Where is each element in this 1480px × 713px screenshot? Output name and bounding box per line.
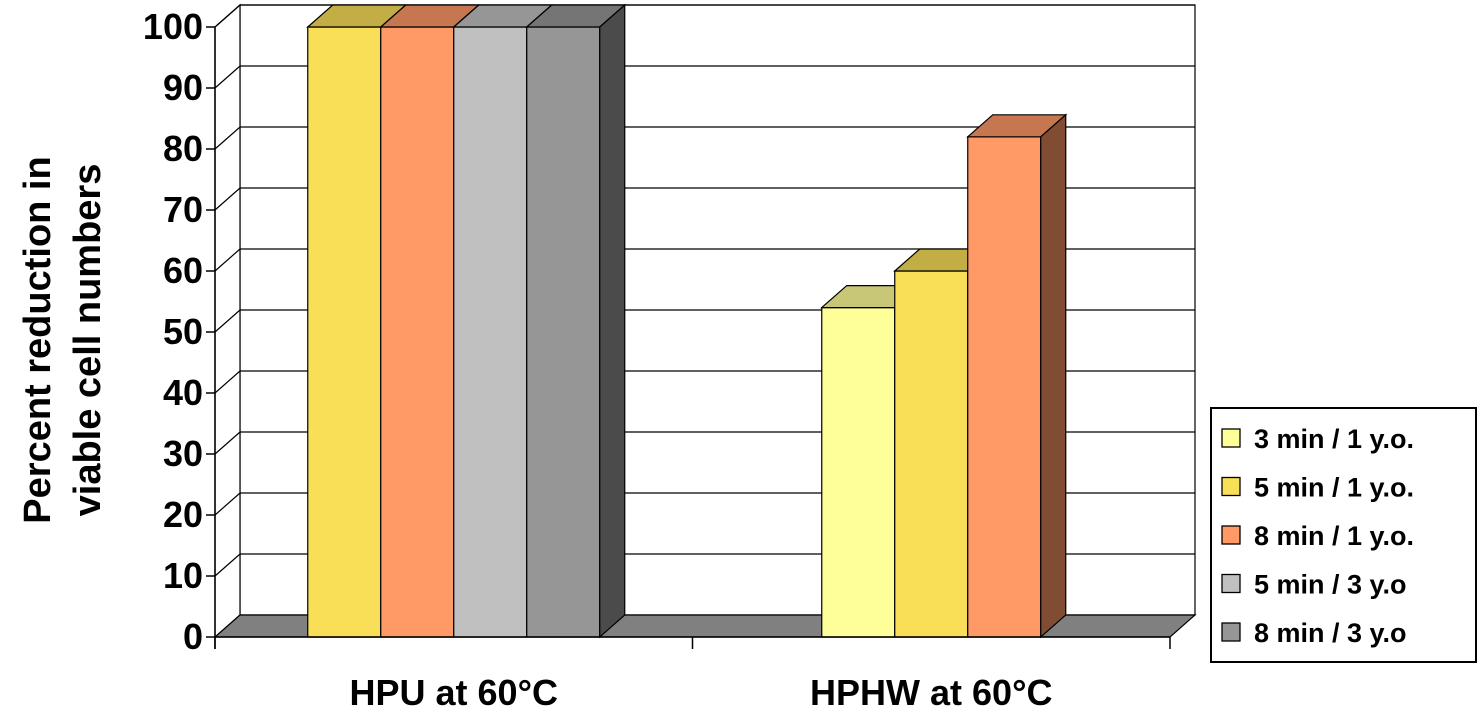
x-category-label: HPHW at 60°C [810, 672, 1052, 713]
legend-box [1210, 407, 1477, 663]
y-tick-label: 10 [163, 555, 203, 596]
y-tick-label: 40 [163, 372, 203, 413]
y-tick-label: 70 [163, 189, 203, 230]
legend-swatch [1221, 476, 1241, 497]
legend-label: 8 min / 3 y.o [1254, 618, 1407, 648]
y-tick-label: 50 [163, 311, 203, 352]
gridline [214, 187, 1195, 211]
bars [306, 3, 1068, 639]
bar-side [599, 3, 626, 639]
legend-swatch [1221, 622, 1241, 642]
bar-side [1040, 113, 1067, 639]
bar-front [967, 136, 1042, 638]
y-axis-title: Percent reduction in viable cell numbers [17, 156, 109, 523]
y-tick-labels: 0 10 20 30 40 50 60 70 80 90 100 [143, 6, 203, 657]
gridline [214, 248, 1195, 272]
y-tick-label: 100 [143, 6, 203, 47]
legend-label: 3 min / 1 y.o. [1254, 424, 1414, 454]
axes [206, 26, 1171, 649]
y-tick-label: 60 [163, 250, 203, 291]
legend: 3 min / 1 y.o. 5 min / 1 y.o. 8 min / 1 y.… [1210, 407, 1477, 663]
bar-front [526, 26, 601, 638]
y-tick-label: 80 [163, 128, 203, 169]
legend-label: 8 min / 1 y.o. [1254, 521, 1414, 551]
x-category-labels: HPU at 60°C HPHW at 60°C [350, 672, 1053, 713]
bar-front [307, 26, 382, 638]
gridline [214, 4, 1195, 28]
y-tick-label: 30 [163, 433, 203, 474]
y-tick-label: 0 [183, 616, 203, 657]
bar-front [453, 26, 528, 638]
x-category-label: HPU at 60°C [350, 672, 558, 713]
legend-label: 5 min / 1 y.o. [1254, 473, 1414, 503]
bar-front [821, 307, 896, 638]
y-axis-title-line: viable cell numbers [67, 164, 109, 517]
legend-label: 5 min / 3 y.o [1254, 570, 1407, 600]
bar-front [894, 270, 969, 638]
y-tick-label: 90 [163, 67, 203, 108]
legend-swatch [1221, 525, 1241, 545]
legend-swatch [1221, 573, 1241, 594]
bar-front [380, 26, 455, 638]
legend-swatch [1221, 428, 1241, 448]
gridline [214, 65, 1195, 89]
y-tick-label: 20 [163, 494, 203, 535]
y-axis-title-line: Percent reduction in [17, 156, 59, 523]
gridline [214, 126, 1195, 150]
